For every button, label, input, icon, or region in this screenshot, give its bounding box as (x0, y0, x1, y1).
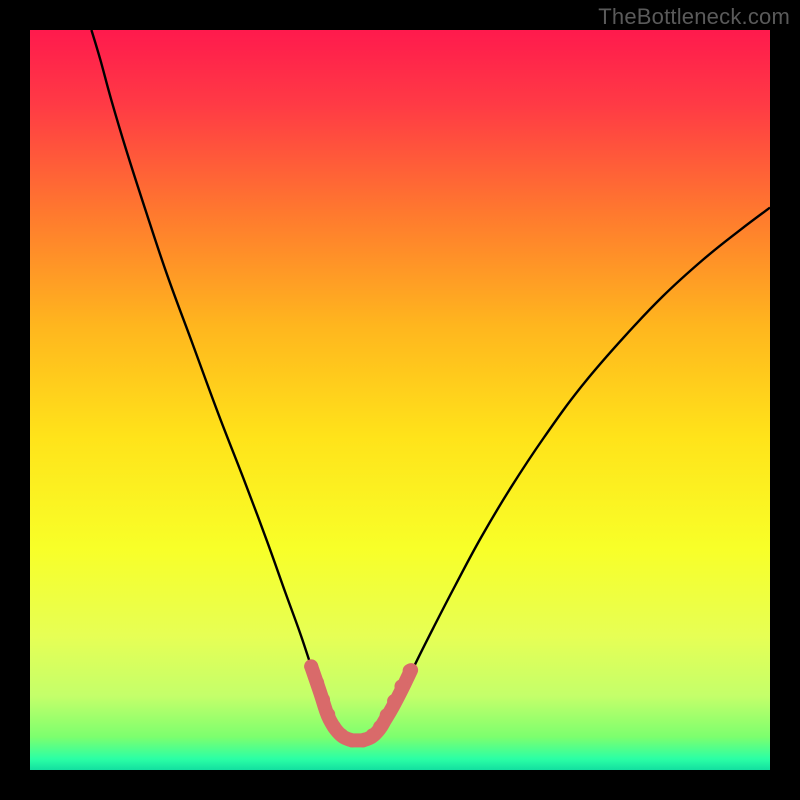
watermark-text: TheBottleneck.com (598, 4, 790, 30)
highlight-marker (316, 693, 330, 707)
highlight-marker (310, 676, 324, 690)
plot-background (30, 30, 770, 770)
chart-container: { "meta": { "watermark": "TheBottleneck.… (0, 0, 800, 800)
highlight-marker (373, 720, 387, 734)
highlight-marker (321, 708, 335, 722)
highlight-marker (403, 664, 417, 678)
highlight-marker (394, 679, 408, 693)
highlight-marker (380, 708, 394, 722)
highlight-marker (343, 733, 357, 747)
bottleneck-chart (0, 0, 800, 800)
highlight-marker (387, 694, 401, 708)
highlight-marker (304, 659, 318, 673)
